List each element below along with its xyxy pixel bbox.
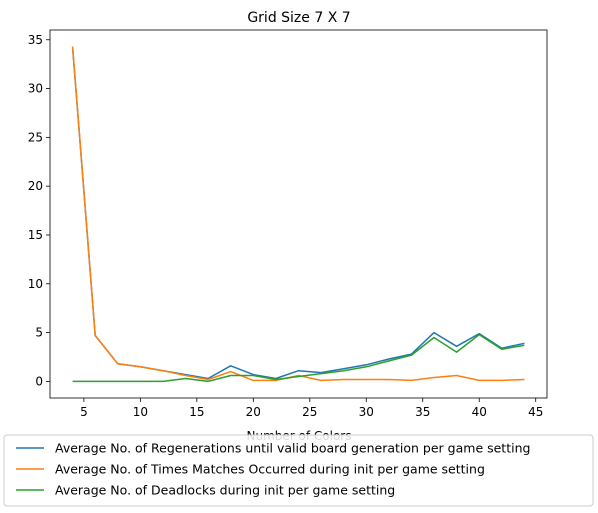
series-lines bbox=[71, 46, 525, 383]
x-tick-label: 30 bbox=[359, 405, 374, 419]
x-axis-ticks: 5 10 15 20 25 30 35 40 45 bbox=[80, 398, 543, 419]
y-tick-label: 15 bbox=[28, 228, 43, 242]
x-tick-label: 45 bbox=[528, 405, 543, 419]
y-tick-label: 30 bbox=[28, 82, 43, 96]
x-tick-label: 35 bbox=[415, 405, 430, 419]
y-axis-ticks: 0 5 10 15 20 25 30 35 bbox=[28, 33, 50, 388]
legend-label-2: Average No. of Times Matches Occurred du… bbox=[55, 462, 485, 477]
y-tick-label: 35 bbox=[28, 33, 43, 47]
plot-area-frame bbox=[49, 29, 548, 399]
series-line-3 bbox=[72, 333, 525, 383]
legend-label-1: Average No. of Regenerations until valid… bbox=[55, 441, 530, 456]
legend-label-3: Average No. of Deadlocks during init per… bbox=[55, 483, 395, 498]
x-tick-label: 25 bbox=[302, 405, 317, 419]
series-line-2 bbox=[71, 46, 525, 382]
x-tick-label: 15 bbox=[189, 405, 204, 419]
x-tick-label: 20 bbox=[246, 405, 261, 419]
x-tick-label: 10 bbox=[133, 405, 148, 419]
y-tick-label: 5 bbox=[35, 326, 43, 340]
y-tick-label: 0 bbox=[35, 374, 43, 388]
x-tick-label: 5 bbox=[80, 405, 88, 419]
series-line-1 bbox=[71, 47, 525, 380]
chart-title: Grid Size 7 X 7 bbox=[247, 10, 350, 26]
y-tick-label: 10 bbox=[28, 277, 43, 291]
legend: Average No. of Regenerations until valid… bbox=[3, 434, 594, 507]
legend-box bbox=[3, 434, 594, 507]
x-tick-label: 40 bbox=[472, 405, 487, 419]
y-tick-label: 20 bbox=[28, 179, 43, 193]
y-tick-label: 25 bbox=[28, 130, 43, 144]
